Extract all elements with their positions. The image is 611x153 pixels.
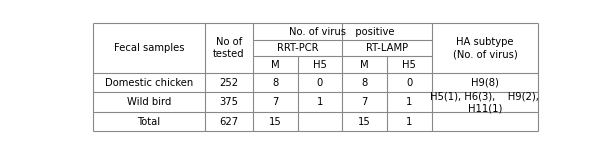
Text: 8: 8: [362, 78, 368, 88]
Text: 252: 252: [219, 78, 238, 88]
Text: M: M: [271, 60, 279, 70]
Text: Domestic chicken: Domestic chicken: [104, 78, 193, 88]
Text: RT-LAMP: RT-LAMP: [366, 43, 408, 53]
Text: H5: H5: [403, 60, 416, 70]
Text: 7: 7: [272, 97, 279, 107]
Text: 627: 627: [219, 117, 238, 127]
Text: 375: 375: [219, 97, 238, 107]
Text: H5: H5: [313, 60, 327, 70]
Text: 0: 0: [406, 78, 412, 88]
Text: No. of virus   positive: No. of virus positive: [290, 27, 395, 37]
Text: 15: 15: [358, 117, 371, 127]
Text: 0: 0: [316, 78, 323, 88]
Text: H5(1), H6(3),    H9(2),
H11(1): H5(1), H6(3), H9(2), H11(1): [430, 91, 540, 113]
Text: 8: 8: [272, 78, 278, 88]
Text: 1: 1: [406, 97, 412, 107]
Text: H9(8): H9(8): [471, 78, 499, 88]
Text: Fecal samples: Fecal samples: [114, 43, 184, 53]
Text: 1: 1: [316, 97, 323, 107]
Text: RRT-PCR: RRT-PCR: [277, 43, 318, 53]
Text: HA subtype
(No. of virus): HA subtype (No. of virus): [453, 37, 518, 59]
Text: Total: Total: [137, 117, 161, 127]
Text: 15: 15: [269, 117, 282, 127]
Text: 1: 1: [406, 117, 412, 127]
Text: 7: 7: [362, 97, 368, 107]
Text: No of
tested: No of tested: [213, 37, 244, 59]
Text: Wild bird: Wild bird: [126, 97, 171, 107]
Text: M: M: [360, 60, 369, 70]
